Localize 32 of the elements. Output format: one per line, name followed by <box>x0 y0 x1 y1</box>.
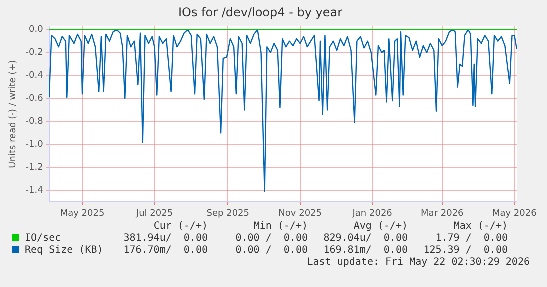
text: 381.94u/ 0.00 <box>124 233 208 244</box>
x-tick-label: Jan 2026 <box>352 208 393 219</box>
y-tick-label: -1.2 <box>26 163 44 174</box>
text: Min (-/+) <box>254 221 308 232</box>
text: 0.00 / 0.00 <box>236 233 308 244</box>
x-tick-label: Mar 2026 <box>421 208 464 219</box>
text: 125.39 / 0.00 <box>424 245 508 256</box>
legend-label: IO/sec <box>24 233 62 244</box>
y-tick-label: -1.4 <box>26 186 44 196</box>
x-tick-label: Sep 2025 <box>206 208 250 219</box>
text: Last update: Fri May 22 02:30:29 2026 <box>307 257 530 268</box>
text: Max (-/+) <box>454 221 508 232</box>
x-tick-label: May 2026 <box>492 208 538 219</box>
x-tick-label: Nov 2025 <box>278 208 322 219</box>
y-tick-label: -0.4 <box>26 71 44 82</box>
y-tick-label: -0.2 <box>26 48 44 58</box>
y-axis-title: Units read (-) / write (+) <box>8 60 19 168</box>
text: 176.70m/ 0.00 <box>124 245 208 256</box>
y-tick-label: 0.0 <box>29 25 44 36</box>
x-tick-label: Jul 2025 <box>135 208 174 219</box>
text: 169.81m/ 0.00 <box>324 245 408 256</box>
text: Cur (-/+) <box>154 221 208 232</box>
y-tick-label: -0.6 <box>26 94 44 104</box>
y-tick-label: -1.0 <box>26 140 44 150</box>
chart-title: IOs for /dev/loop4 - by year <box>178 5 343 20</box>
x-tick-label: May 2025 <box>60 208 105 219</box>
text: 0.00 / 0.00 <box>236 245 308 256</box>
text: 1.79 / 0.00 <box>436 233 508 244</box>
text: 829.04u/ 0.00 <box>324 233 408 244</box>
text: Avg (-/+) <box>354 221 408 232</box>
y-tick-label: -0.8 <box>26 117 44 128</box>
legend-label: Req Size (KB) <box>24 245 104 256</box>
